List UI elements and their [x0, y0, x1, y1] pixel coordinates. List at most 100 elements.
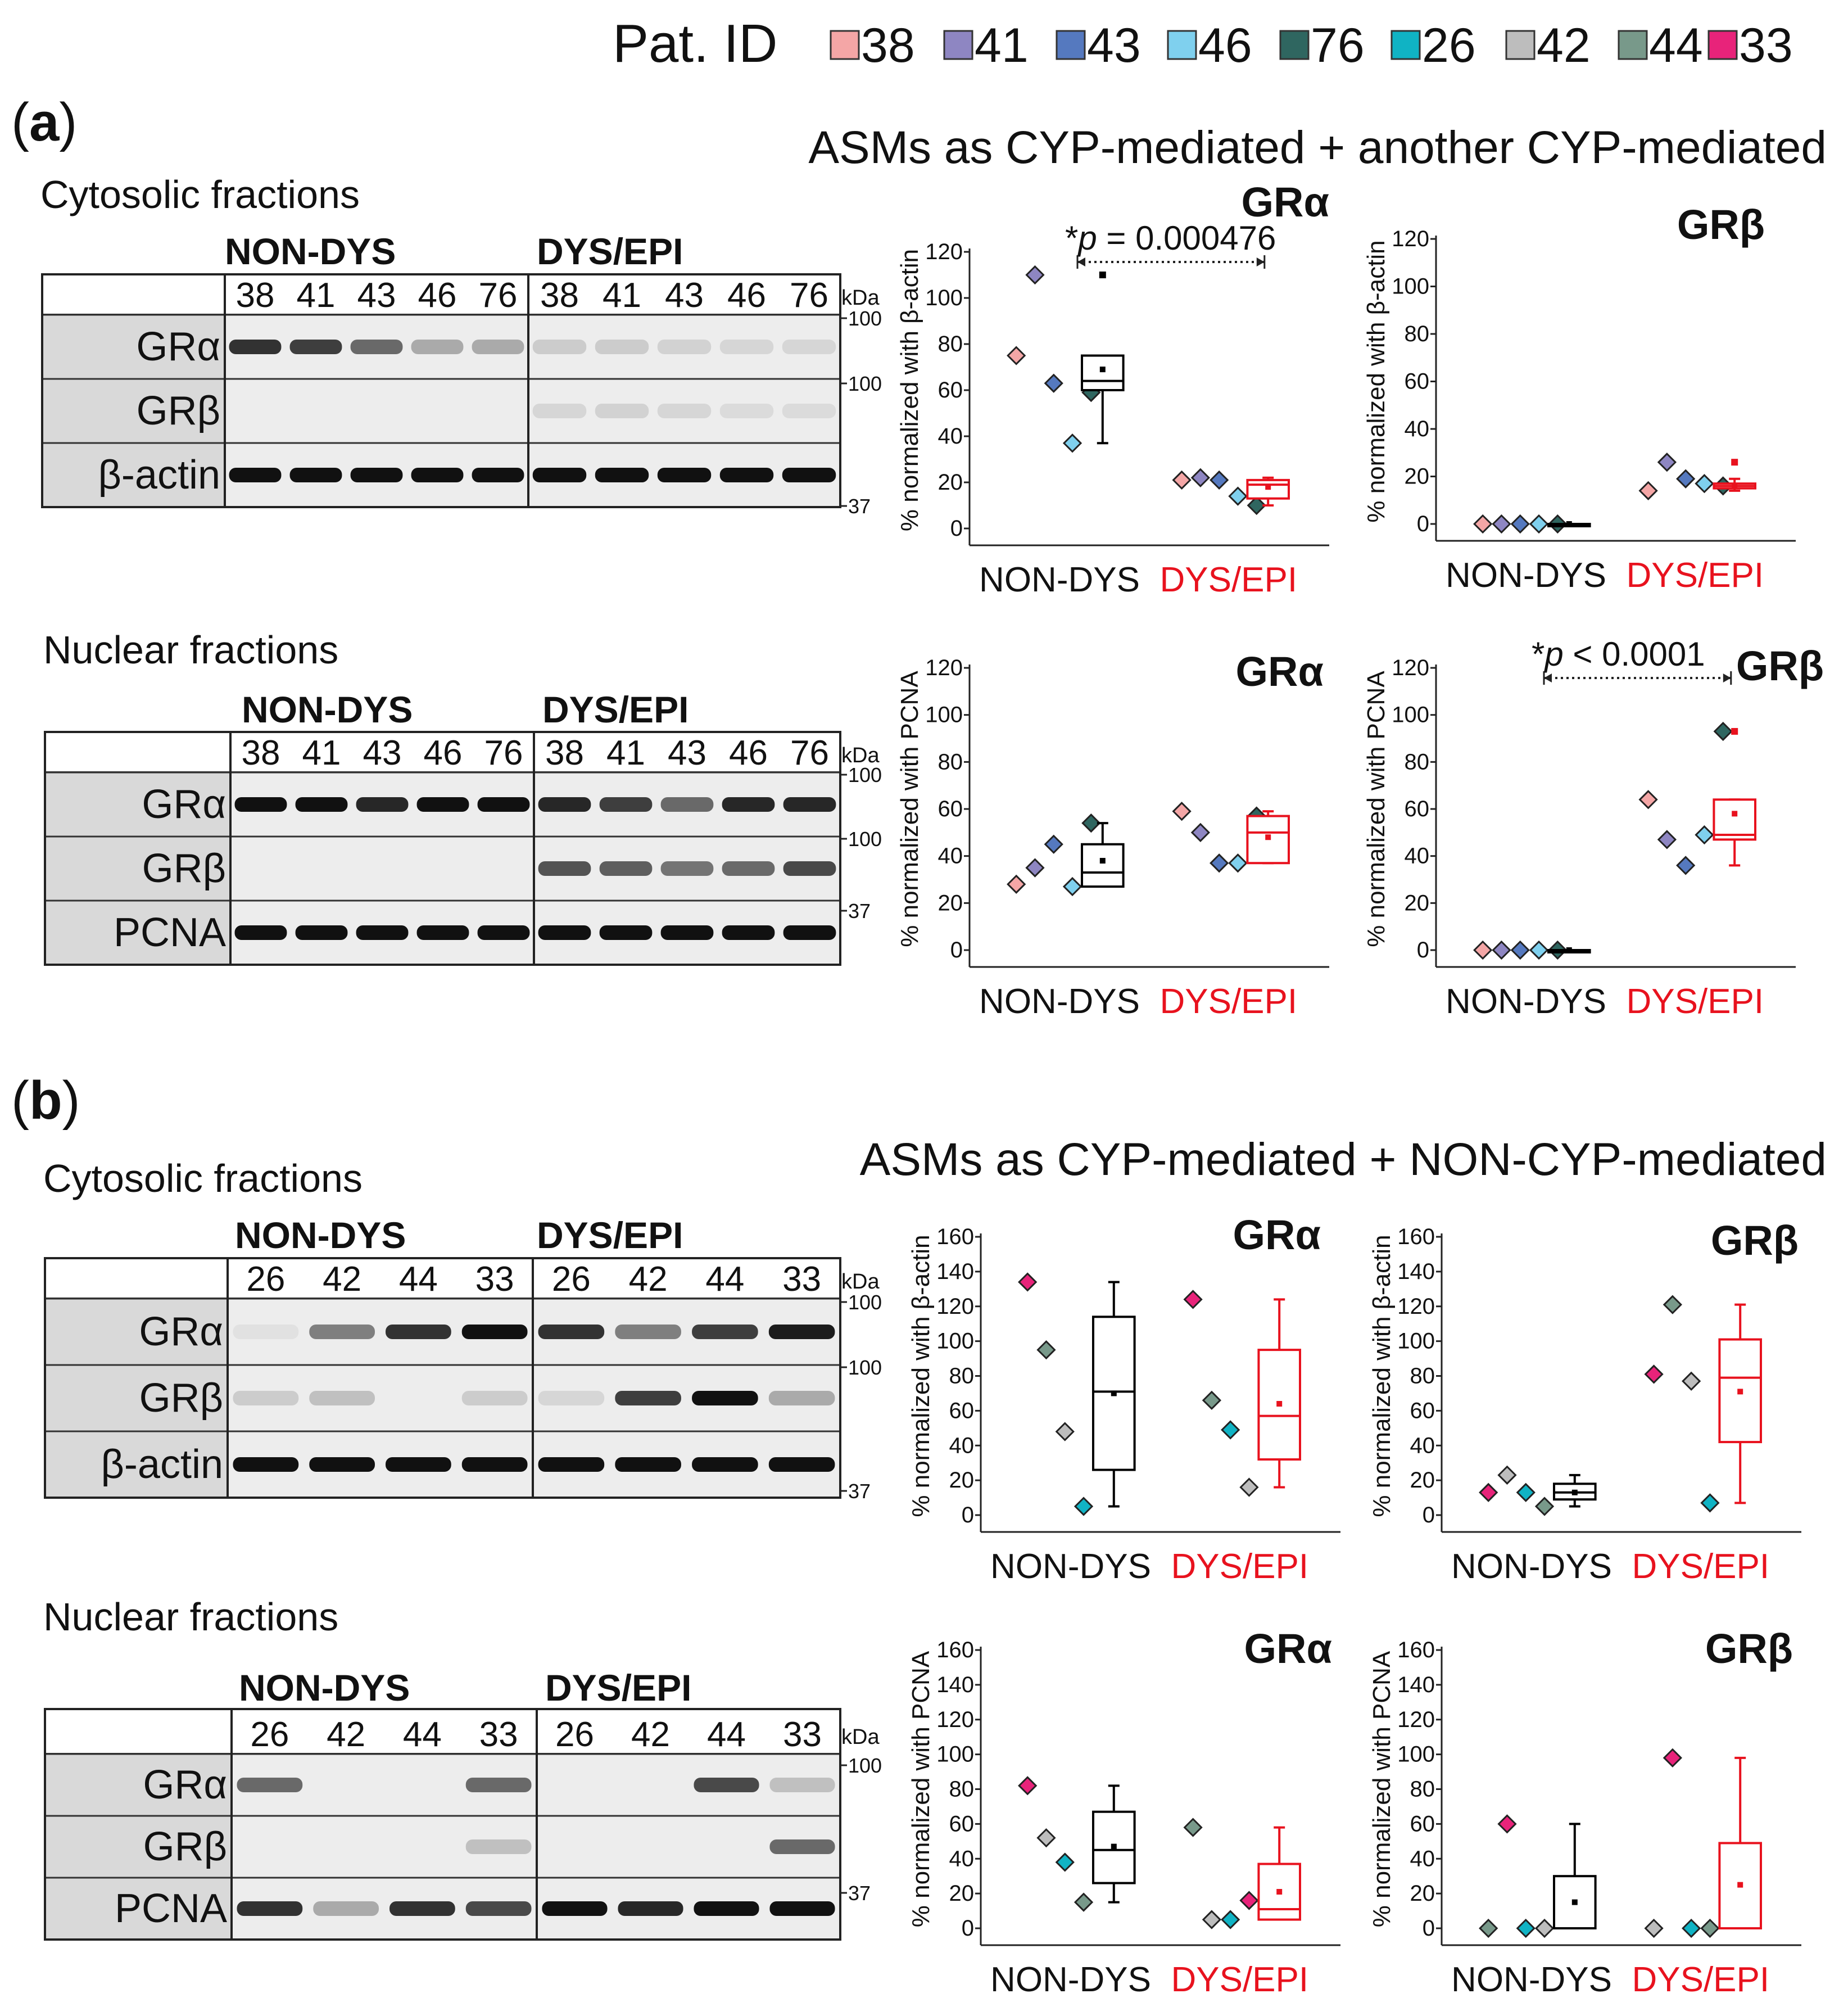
data-point-33 [1183, 1290, 1203, 1309]
data-point-38 [1638, 481, 1658, 500]
blot-band [356, 797, 409, 812]
data-point-33 [1479, 1482, 1498, 1502]
data-point-41 [1657, 830, 1677, 849]
box [1081, 843, 1125, 888]
lane-label: 76 [790, 734, 829, 772]
y-tick-label: 20 [938, 470, 963, 495]
legend-label-38: 38 [861, 19, 915, 73]
significance-arrow [1077, 257, 1085, 266]
y-tick-label: 160 [1397, 1224, 1435, 1249]
fraction-title: Nuclear fractions [43, 1595, 338, 1639]
y-tick-label: 100 [936, 1329, 974, 1354]
data-point-43 [1044, 373, 1063, 393]
lane-label: 46 [424, 734, 463, 772]
blot-band [657, 404, 712, 418]
y-tick-label: 80 [949, 1777, 975, 1802]
blot-group-label: DYS/EPI [542, 689, 689, 730]
data-point-26 [1055, 1852, 1075, 1872]
blot-band [657, 468, 712, 482]
y-tick-label: 20 [1405, 891, 1430, 915]
y-axis-label: % normalized with β-actin [907, 1235, 935, 1517]
data-point-46 [1695, 474, 1714, 494]
blot-group-label: NON-DYS [242, 689, 413, 730]
p-value: < 0.0001 [1564, 635, 1705, 673]
chart-title: GRβ [1705, 1625, 1793, 1672]
mean-marker [1276, 1889, 1283, 1895]
y-tick-label: 0 [1423, 1916, 1435, 1941]
lane-label: 42 [327, 1715, 365, 1754]
data-point-41 [1657, 453, 1677, 472]
blot-frame [41, 273, 841, 508]
blot-band [234, 797, 287, 812]
blot-row-label: PCNA [115, 1886, 227, 1931]
chart-title: GRα [1244, 1625, 1333, 1672]
blot-band [538, 861, 591, 876]
y-tick-label: 20 [1405, 464, 1430, 489]
data-point-44 [1074, 1892, 1094, 1912]
data-point-38 [1473, 514, 1493, 534]
lane-label: 44 [403, 1715, 442, 1754]
blot-band [722, 861, 775, 876]
lane-label: 76 [479, 276, 518, 315]
y-tick-label: 80 [1405, 749, 1430, 774]
data-point-44 [1479, 1918, 1498, 1938]
y-tick-label: 120 [925, 239, 963, 264]
legend-label-43: 43 [1087, 19, 1141, 73]
data-point-44 [1202, 1390, 1222, 1410]
chart-a-cytosolic-grbeta: 0 20 40 60 80 100 120% normalized with β-actin… [1362, 201, 1796, 595]
y-tick-label: 120 [1397, 1707, 1435, 1732]
outlier-marker [1731, 459, 1738, 466]
y-tick-label: 80 [1410, 1777, 1435, 1802]
blot-band [461, 1391, 528, 1405]
blot-band [295, 925, 348, 940]
blot-band [477, 925, 530, 940]
outlier-marker [1099, 272, 1106, 278]
blot-row-label: GRα [142, 782, 226, 827]
x-category-label: NON-DYS [990, 1960, 1151, 1999]
blot-band [660, 861, 714, 876]
blot-band [461, 1325, 528, 1339]
blot-band [660, 925, 714, 940]
data-point-46 [1529, 514, 1549, 534]
blot-band [692, 1391, 758, 1405]
blot-band [722, 925, 775, 940]
blot-band [237, 1901, 303, 1916]
box [1257, 1863, 1301, 1921]
mean-marker [1566, 947, 1572, 953]
x-category-label: DYS/EPI [1159, 560, 1297, 599]
blot-band [769, 1778, 835, 1792]
y-tick-label: 80 [1410, 1364, 1435, 1389]
blot-band [465, 1901, 532, 1916]
x-category-label: DYS/EPI [1626, 982, 1764, 1021]
legend-title: Pat. ID [613, 13, 777, 74]
data-point-76 [1247, 495, 1266, 516]
mean-marker [1099, 367, 1106, 373]
legend-label-42: 42 [1537, 19, 1591, 73]
blot-band [769, 1901, 835, 1916]
blot-band [416, 925, 469, 940]
legend-swatch-42 [1505, 30, 1536, 60]
blot-row-label: β-actin [101, 1442, 223, 1487]
lane-label: 76 [790, 276, 828, 315]
marker-label: 37 [848, 495, 871, 518]
blot-band [719, 468, 774, 482]
y-tick-label: 120 [1397, 1294, 1435, 1319]
blot-band [532, 468, 587, 482]
blot-band [538, 925, 591, 940]
y-tick-label: 60 [949, 1811, 975, 1836]
blot-band [309, 1391, 375, 1405]
marker-label: 37 [848, 1882, 871, 1905]
y-tick-label: 120 [1392, 656, 1429, 680]
lane-label: 33 [479, 1715, 518, 1754]
y-tick-label: 40 [949, 1433, 975, 1458]
data-point-44 [1183, 1818, 1203, 1837]
data-point-26 [1221, 1420, 1240, 1440]
data-point-38 [1007, 346, 1026, 365]
blot-band [411, 468, 464, 482]
legend-swatch-76 [1279, 30, 1310, 60]
mean-marker [1111, 1390, 1117, 1396]
data-point-26 [1221, 1910, 1240, 1929]
blot-row-label: GRα [136, 324, 220, 369]
blot-group-label: NON-DYS [225, 230, 396, 272]
kda-label: kDa [841, 744, 880, 767]
